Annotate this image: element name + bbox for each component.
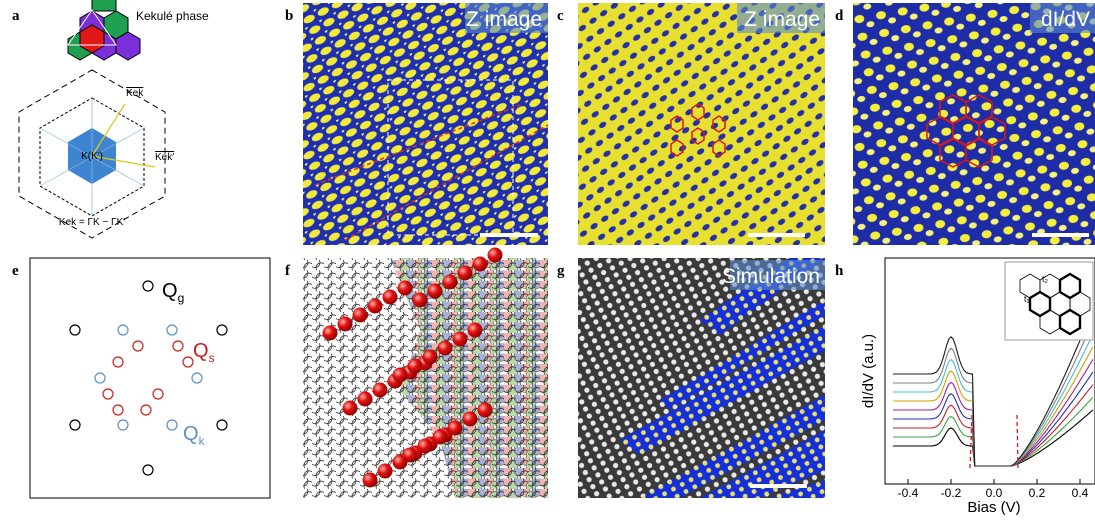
adatom	[423, 350, 438, 365]
adatom	[478, 403, 493, 418]
caption: dI/dV	[1041, 8, 1090, 31]
k-label: K(K′)	[81, 151, 103, 162]
x-tick-label: 0.2	[1029, 486, 1046, 500]
x-tick-label: -0.2	[941, 486, 962, 500]
peak-symbol: Q	[162, 280, 178, 302]
peak-symbol: Q	[183, 423, 199, 445]
panel-label: h	[835, 263, 844, 279]
kek-prime-label: Kek′	[155, 152, 174, 163]
adatom	[408, 359, 423, 374]
x-tick-label: 0.0	[986, 486, 1003, 500]
hopping-label: t₁	[1024, 294, 1030, 304]
panel-label: d	[835, 8, 844, 24]
adatom	[343, 401, 358, 416]
panel-label: g	[557, 263, 565, 279]
adatom	[418, 439, 433, 454]
adatom	[448, 421, 463, 436]
adatom	[363, 473, 378, 488]
adatom	[368, 299, 383, 314]
stm-image	[578, 3, 825, 245]
x-tick-label: -0.4	[898, 486, 919, 500]
y-axis-label: dI/dV (a.u.)	[860, 334, 877, 408]
adatom	[463, 412, 478, 427]
peak-subscript: s	[209, 351, 215, 365]
caption: Z image	[744, 8, 820, 31]
fft-image	[30, 258, 270, 498]
x-tick-label: 0.4	[1072, 486, 1089, 500]
stm-image	[853, 3, 1095, 245]
adatom	[403, 448, 418, 463]
adatom	[453, 332, 468, 347]
adatom	[438, 341, 453, 356]
adatom	[458, 266, 473, 281]
scale-bar	[480, 233, 538, 237]
adatom	[373, 383, 388, 398]
adatom	[428, 284, 443, 299]
adatom	[398, 281, 413, 296]
stm-image	[303, 3, 548, 245]
adatom	[443, 275, 458, 290]
caption: Simulation	[722, 265, 820, 288]
peak-symbol: Q	[193, 340, 209, 362]
panel-label: e	[12, 263, 19, 279]
scale-bar	[748, 233, 805, 237]
kek-label: Kek	[126, 88, 144, 99]
panel-label: c	[557, 8, 564, 24]
scale-bar	[750, 484, 807, 488]
adatom	[383, 290, 398, 305]
adatom	[413, 293, 428, 308]
figure: a Kekulé phase K(K′) Kek Kek′ Kek = ΓK −…	[0, 0, 1095, 517]
adatom	[468, 323, 483, 338]
panel-label: b	[285, 8, 293, 24]
adatom	[353, 308, 368, 323]
adatom	[358, 392, 373, 407]
adatom	[323, 326, 338, 341]
panel-label: a	[12, 8, 20, 24]
adatom	[393, 368, 408, 383]
adatom	[488, 248, 503, 263]
adatom	[338, 317, 353, 332]
scale-bar	[1032, 233, 1089, 237]
adatom	[473, 257, 488, 272]
panel-label: f	[285, 263, 291, 279]
hopping-label: t₂	[1042, 274, 1049, 284]
x-axis-label: Bias (V)	[967, 499, 1020, 516]
phase-title: Kekulé phase	[136, 9, 209, 23]
lattice	[303, 258, 548, 498]
kekule-hexagons	[68, 0, 140, 60]
peak-subscript: g	[178, 291, 185, 305]
peak-subscript: k	[199, 434, 206, 448]
adatom	[433, 430, 448, 445]
relation: Kek = ΓK − ΓK′	[59, 217, 125, 228]
caption: Z image	[466, 8, 542, 31]
adatom	[378, 464, 393, 479]
